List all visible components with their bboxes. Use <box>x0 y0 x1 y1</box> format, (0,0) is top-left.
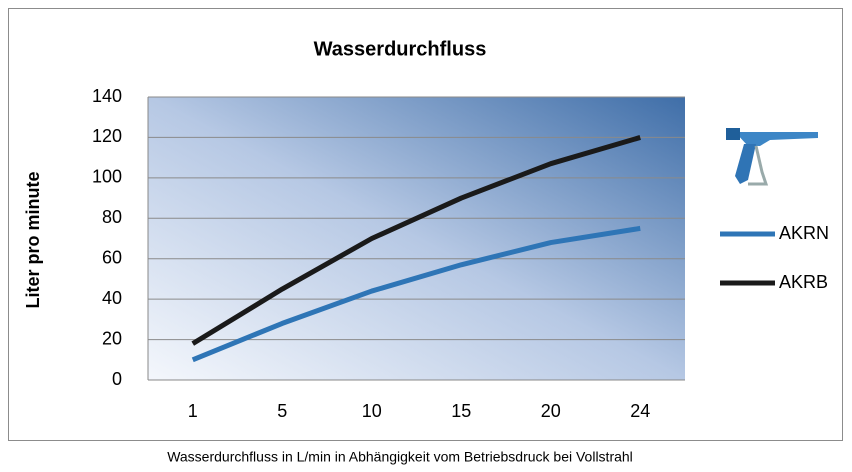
y-tick-label: 20 <box>102 328 122 348</box>
plot-area <box>148 97 685 380</box>
x-tick-label: 5 <box>277 401 287 421</box>
y-tick-label: 0 <box>112 369 122 389</box>
y-tick-label: 40 <box>102 288 122 308</box>
y-tick-label: 120 <box>92 126 122 146</box>
legend-label: AKRN <box>779 223 829 243</box>
y-tick-label: 80 <box>102 207 122 227</box>
y-axis-label: Liter pro minute <box>23 171 43 308</box>
x-tick-label: 15 <box>451 401 471 421</box>
legend-icon <box>726 128 818 186</box>
y-tick-label: 60 <box>102 247 122 267</box>
x-tick-label: 1 <box>188 401 198 421</box>
x-tick-label: 24 <box>630 401 650 421</box>
chart-title: Wasserdurchfluss <box>314 38 487 60</box>
series-line <box>191 225 641 363</box>
series-line <box>191 135 641 346</box>
legend-label: AKRB <box>779 272 828 292</box>
y-tick-label: 100 <box>92 167 122 187</box>
y-tick-label: 140 <box>92 86 122 106</box>
caption: Wasserdurchfluss in L/min in Abhängigkei… <box>167 449 633 465</box>
x-tick-label: 10 <box>362 401 382 421</box>
x-tick-label: 20 <box>541 401 561 421</box>
